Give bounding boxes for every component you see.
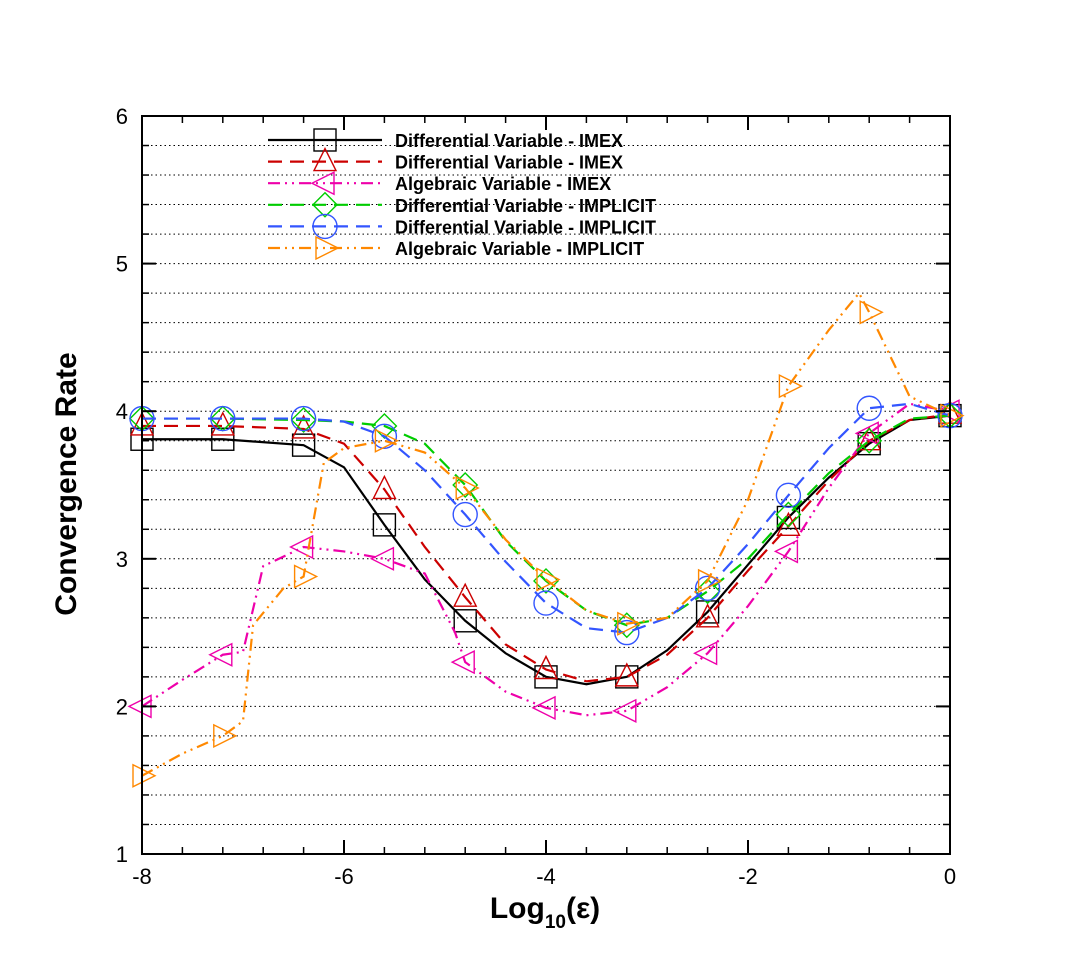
legend-marker xyxy=(315,235,340,261)
series-line xyxy=(142,414,951,686)
series-marker xyxy=(211,427,235,451)
legend-marker xyxy=(312,147,338,172)
legend-entry: Differential Variable - IMEX xyxy=(268,128,623,152)
series-marker xyxy=(940,403,965,428)
x-axis-title-sub: 10 xyxy=(545,912,566,933)
series-marker xyxy=(612,698,637,723)
series-marker xyxy=(697,568,723,594)
y-axis-title: Convergence Rate xyxy=(50,352,83,615)
y-tick-label: 3 xyxy=(116,547,128,572)
series-marker xyxy=(372,474,397,500)
legend-label: Differential Variable - IMEX xyxy=(395,131,623,151)
series-marker xyxy=(293,564,319,589)
legend-marker xyxy=(312,213,338,240)
series-marker xyxy=(534,665,558,689)
series-line xyxy=(141,402,951,717)
x-axis-title-rest: (ε) xyxy=(566,892,600,925)
x-tick-label: -8 xyxy=(132,864,152,889)
series-line xyxy=(141,291,951,777)
series-marker xyxy=(531,695,556,721)
series-marker xyxy=(695,603,720,628)
y-tick-label: 6 xyxy=(116,104,128,129)
legend-entry: Differential Variable - IMPLICIT xyxy=(268,191,656,218)
series-marker xyxy=(536,567,561,592)
series-marker xyxy=(290,407,317,434)
series-marker xyxy=(533,654,559,680)
series-marker xyxy=(455,475,480,501)
y-tick-label: 5 xyxy=(116,252,128,277)
series-line xyxy=(142,402,951,634)
series-marker xyxy=(615,665,639,689)
series-marker xyxy=(210,411,235,436)
series-marker xyxy=(371,423,398,449)
series-marker xyxy=(617,611,642,636)
series-marker xyxy=(773,539,799,564)
series-marker xyxy=(533,590,559,616)
series-marker xyxy=(372,513,397,537)
y-tick-label: 1 xyxy=(116,842,128,867)
series-marker xyxy=(857,431,881,456)
series-marker xyxy=(210,405,236,432)
series-marker xyxy=(452,501,478,528)
x-tick-label: 0 xyxy=(944,864,956,889)
series-marker xyxy=(694,575,721,602)
series-marker xyxy=(776,505,801,530)
y-tick-label: 2 xyxy=(116,694,128,719)
series-marker xyxy=(450,649,475,675)
series-marker xyxy=(693,641,718,666)
legend-entry: Differential Variable - IMPLICIT xyxy=(268,213,656,240)
legend-marker xyxy=(313,128,337,152)
legend-entry: Differential Variable - IMEX xyxy=(268,147,623,173)
x-tick-label: -2 xyxy=(738,864,758,889)
series-marker xyxy=(290,405,317,432)
series-layer xyxy=(127,291,965,788)
legend-label: Differential Variable - IMEX xyxy=(395,153,623,173)
axis-tick-labels: -8 -6 -4 -2 0 1 2 3 4 5 6 xyxy=(116,104,956,889)
series-marker xyxy=(859,300,884,325)
series-marker xyxy=(856,395,882,421)
legend-label: Differential Variable - IMPLICIT xyxy=(395,217,656,237)
series-6 xyxy=(132,291,965,788)
series-marker xyxy=(132,763,157,788)
legend-label: Algebraic Variable - IMEX xyxy=(395,174,611,194)
series-marker xyxy=(374,428,399,453)
series-marker xyxy=(854,421,879,446)
legend-marker xyxy=(310,171,335,196)
legend-entry: Algebraic Variable - IMPLICIT xyxy=(268,235,644,261)
series-marker xyxy=(453,609,477,633)
series-marker xyxy=(369,546,395,571)
series-marker xyxy=(208,642,233,667)
x-tick-label: -6 xyxy=(334,864,354,889)
axis-ticks xyxy=(141,115,951,855)
series-marker xyxy=(776,511,801,537)
series-marker xyxy=(291,433,316,457)
x-axis-title-main: Log xyxy=(490,892,545,925)
series-marker xyxy=(614,662,639,687)
legend-label: Differential Variable - IMPLICIT xyxy=(395,196,656,216)
series-marker xyxy=(452,472,479,498)
legend-entry: Algebraic Variable - IMEX xyxy=(268,171,611,196)
y-tick-label: 4 xyxy=(116,399,128,424)
series-marker xyxy=(289,534,314,560)
legend-label: Algebraic Variable - IMPLICIT xyxy=(395,239,644,259)
legend: Differential Variable - IMEXDifferential… xyxy=(268,128,656,261)
series-marker xyxy=(775,482,802,509)
series-line xyxy=(142,413,951,683)
series-marker xyxy=(778,373,803,399)
x-axis-title: Log10(ε) xyxy=(490,892,600,933)
series-marker xyxy=(371,412,398,439)
series-marker xyxy=(213,723,238,749)
series-marker xyxy=(453,582,478,607)
series-marker xyxy=(856,427,883,454)
legend-marker xyxy=(312,191,338,218)
series-marker xyxy=(775,501,802,528)
x-tick-label: -4 xyxy=(536,864,556,889)
series-marker xyxy=(614,619,640,646)
